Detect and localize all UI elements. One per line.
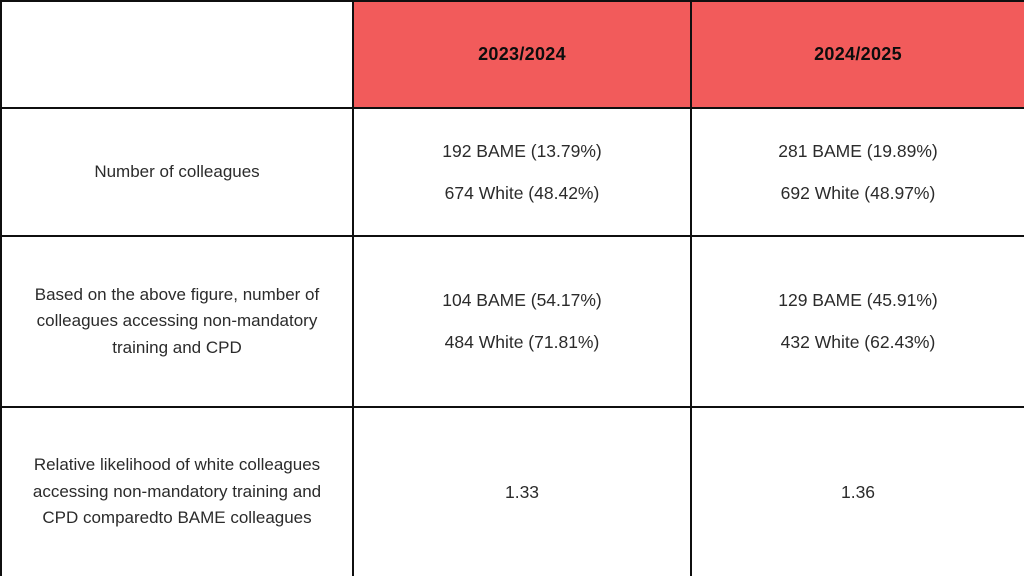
cell-colleagues-2023-2024: 192 BAME (13.79%) 674 White (48.42%)	[352, 107, 692, 237]
value-line: 129 BAME (45.91%)	[778, 290, 938, 310]
value-line: 192 BAME (13.79%)	[442, 140, 602, 161]
table-row: Number of colleagues 192 BAME (13.79%) 6…	[0, 107, 1024, 237]
cell-likelihood-2024-2025: 1.36	[690, 406, 1024, 576]
value-line: 1.36	[840, 481, 876, 502]
year-header-2023-2024: 2023/2024	[352, 0, 692, 109]
cell-colleagues-2024-2025: 281 BAME (19.89%) 692 White (48.97%)	[690, 107, 1024, 237]
value-line: 1.33	[504, 481, 540, 502]
corner-cell	[0, 0, 354, 109]
row-label-relative-likelihood: Relative likelihood of white colleagues …	[0, 406, 354, 576]
value-line: 692 White (48.97%)	[780, 182, 936, 203]
value-line: 674 White (48.42%)	[444, 182, 600, 203]
row-label-accessing-training: Based on the above figure, number of col…	[0, 235, 354, 408]
table-header-row: 2023/2024 2024/2025	[0, 0, 1024, 109]
year-header-2024-2025: 2024/2025	[690, 0, 1024, 109]
table-row: Relative likelihood of white colleagues …	[0, 406, 1024, 576]
row-label-number-of-colleagues: Number of colleagues	[0, 107, 354, 237]
value-line: 281 BAME (19.89%)	[778, 140, 938, 161]
table-row: Based on the above figure, number of col…	[0, 235, 1024, 408]
cell-likelihood-2023-2024: 1.33	[352, 406, 692, 576]
value-line: 104 BAME (54.17%)	[442, 290, 602, 310]
value-line: 484 White (71.81%)	[444, 332, 600, 352]
value-line: 432 White (62.43%)	[780, 332, 936, 352]
cell-training-2023-2024: 104 BAME (54.17%) 484 White (71.81%)	[352, 235, 692, 408]
cell-training-2024-2025: 129 BAME (45.91%) 432 White (62.43%)	[690, 235, 1024, 408]
